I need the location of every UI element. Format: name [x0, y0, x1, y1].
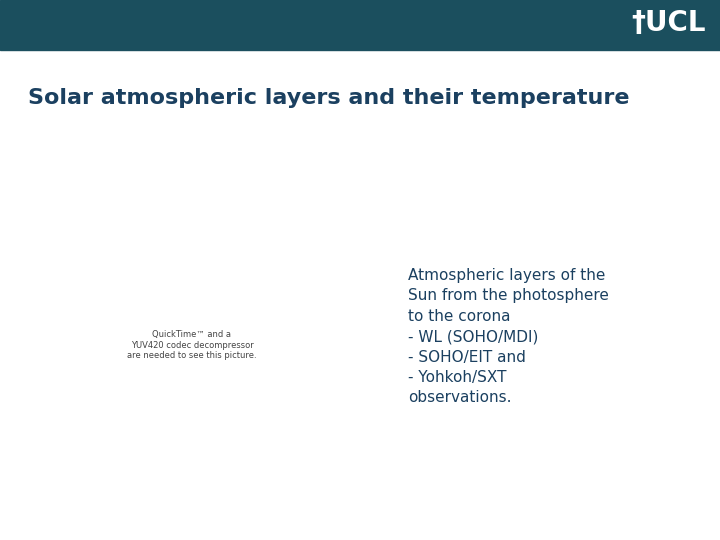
Text: QuickTime™ and a
YUV420 codec decompressor
are needed to see this picture.: QuickTime™ and a YUV420 codec decompress… [127, 330, 257, 360]
Text: Atmospheric layers of the
Sun from the photosphere
to the corona
- WL (SOHO/MDI): Atmospheric layers of the Sun from the p… [408, 268, 609, 406]
Text: †UCL: †UCL [631, 9, 706, 37]
Bar [0, 0, 720, 50]
Text: Solar atmospheric layers and their temperature: Solar atmospheric layers and their tempe… [28, 88, 629, 108]
